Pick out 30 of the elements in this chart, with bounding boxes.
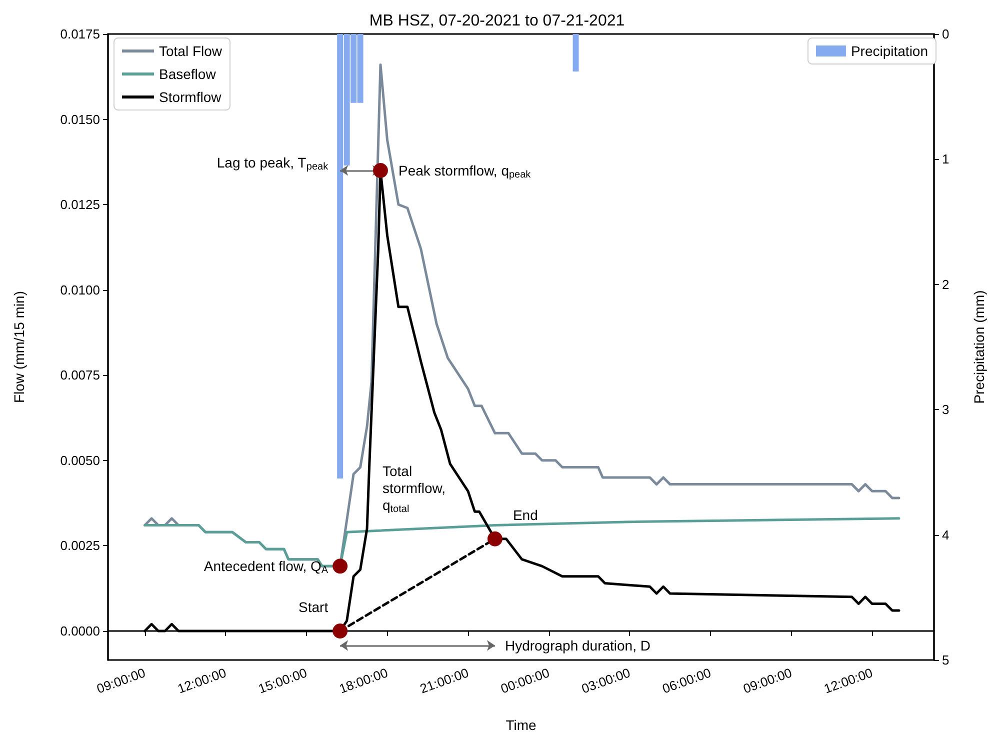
legend-label: Baseflow xyxy=(159,66,217,82)
legend-label: Total Flow xyxy=(159,43,223,59)
annotation: Start xyxy=(298,599,328,616)
y-tick-label: 0.0175 xyxy=(60,26,100,42)
y-axis-title: Flow (mm/15 min) xyxy=(11,290,27,404)
point xyxy=(332,624,348,638)
point xyxy=(332,558,348,574)
point xyxy=(373,162,388,178)
y2-tick-label: 3 xyxy=(942,402,950,418)
y-tick-label: 0.0025 xyxy=(60,538,100,554)
y2-tick-label: 5 xyxy=(942,652,950,668)
y-tick-label: 0.0000 xyxy=(60,624,100,639)
annotation: End xyxy=(512,506,538,523)
legend-label: Precipitation xyxy=(850,43,928,59)
y-tick-label: 0.0100 xyxy=(60,282,100,298)
point xyxy=(487,531,502,546)
legend-label: Stormflow xyxy=(159,89,222,105)
y2-tick-label: 2 xyxy=(942,276,950,292)
y2-axis-title: Precipitation (mm) xyxy=(971,290,987,404)
y-tick-label: 0.0050 xyxy=(60,452,100,468)
y2-tick-label: 0 xyxy=(942,26,950,42)
y-tick-label: 0.0125 xyxy=(60,197,100,212)
y-tick-label: 0.0150 xyxy=(60,112,100,127)
y-tick-label: 0.0075 xyxy=(60,368,100,383)
annotation: Hydrograph duration, D xyxy=(504,638,650,654)
x-axis-title: Time xyxy=(506,717,537,733)
bar xyxy=(572,34,579,72)
y2-tick-label: 4 xyxy=(942,527,950,542)
y2-tick-label: 1 xyxy=(942,152,950,167)
chart-title: MB HSZ, 07-20-2021 to 07-21-2021 xyxy=(369,12,625,30)
